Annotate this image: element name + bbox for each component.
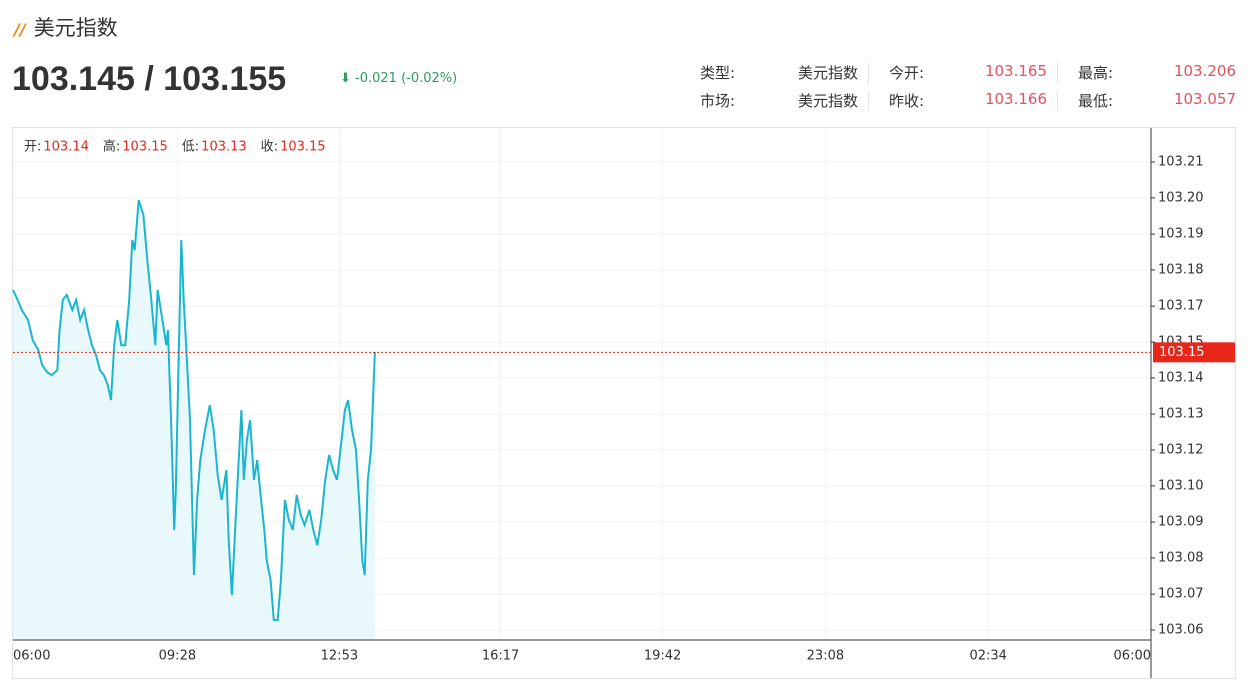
y-tick-label: 103.14 [1158,370,1204,385]
info-cell: 市场: 美元指数 [680,89,869,111]
ohlc-value: 103.15 [280,140,326,155]
y-tick-label: 103.10 [1158,478,1204,493]
info-label: 昨收: [889,91,925,110]
info-cell: 类型: 美元指数 [680,61,869,83]
header: // 美元指数 [14,12,118,42]
change: ⬇ -0.021 (-0.02%) [340,71,458,86]
info-value: 103.206 [1173,61,1236,80]
ohlc-label: 高: [103,139,120,155]
x-tick-label: 06:00 [1114,649,1151,664]
x-tick-label: 16:17 [482,649,519,664]
x-tick-label: 09:28 [159,649,196,664]
x-tick-label: 12:53 [321,649,358,664]
y-tick-label: 103.18 [1158,262,1204,277]
y-tick-label: 103.21 [1158,155,1204,170]
x-tick-label: 06:00 [13,649,50,664]
price-line [12,199,376,621]
info-label: 最低: [1078,91,1114,110]
y-tick-label: 103.17 [1158,299,1204,314]
x-tick-label: 23:08 [807,649,844,664]
ohlc-label: 开: [24,140,41,155]
y-tick-label: 103.20 [1158,190,1204,205]
info-label: 市场: [700,91,736,110]
y-tick-label: 103.12 [1158,442,1204,457]
x-tick-label: 02:34 [969,649,1006,664]
info-value: 美元指数 [797,91,858,110]
info-cell: 今开: 103.165 [869,61,1058,83]
info-value: 103.057 [1173,89,1236,108]
info: 类型: 美元指数 今开: 103.165 最高: 103.206 市场: 美元指数 昨收: 103… [680,58,1236,114]
current-price-box [1153,342,1235,363]
y-tick-label: 103.07 [1158,587,1204,602]
title: 美元指数 [33,16,118,40]
ohlc-value: 103.14 [43,140,89,155]
change-text: -0.021 (-0.02%) [355,71,458,86]
area [13,200,375,640]
info-label: 最高: [1078,63,1114,82]
ohlc-label: 低: [182,140,199,155]
info-value: 103.166 [984,89,1047,108]
info-value: 103.165 [984,61,1047,80]
current-price-label: 103.15 [1159,345,1205,360]
info-cell: 最高: 103.206 [1058,62,1236,83]
info-label: 今开: [889,63,925,82]
y-tick-label: 103.08 [1158,550,1204,565]
y-tick-label: 103.13 [1158,407,1204,422]
y-tick-label: 103.09 [1158,515,1204,530]
ohlc-value: 103.13 [201,140,247,155]
info-row: 类型: 美元指数 今开: 103.165 最高: 103.206 [680,58,1236,86]
icon: // [14,20,26,39]
info-label: 类型: [700,63,736,82]
y-tick-label: 103.06 [1158,623,1204,638]
info-cell: 最低: 103.057 [1058,90,1236,111]
x-tick-label: 19:42 [644,649,681,664]
info-row: 市场: 美元指数 昨收: 103.166 最低: 103.057 [680,86,1236,114]
info-value: 美元指数 [797,63,858,82]
y-tick-label: 103.19 [1158,227,1204,242]
quote: 103.145 / 103.155 [12,60,287,98]
chart-frame [12,127,1236,679]
info-cell: 昨收: 103.166 [869,89,1058,111]
ohlc-label: 收: [261,140,278,155]
ohlc-value: 103.15 [122,140,168,155]
